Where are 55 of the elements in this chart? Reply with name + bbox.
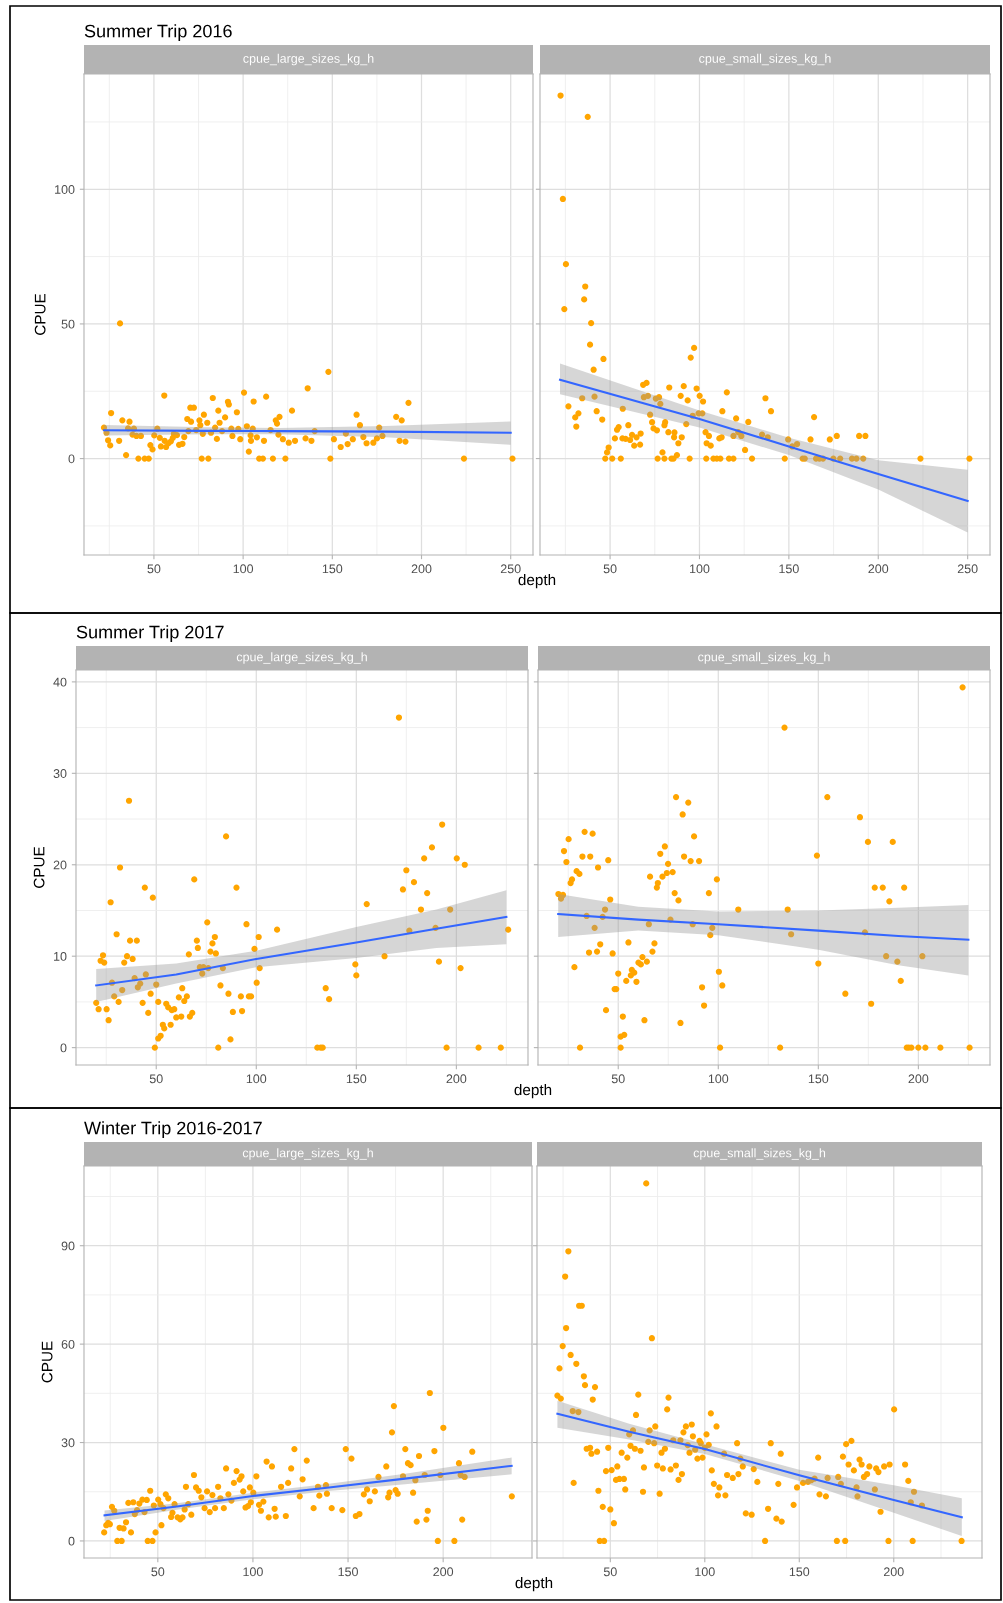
y-tick-label: 20 bbox=[53, 860, 67, 870]
x-tick-label: 200 bbox=[433, 1567, 454, 1577]
chart-subtitle: cpue_large_sizes_kg_h bbox=[243, 53, 374, 66]
y-tick-label: 0 bbox=[60, 1043, 67, 1053]
chart-subtitle: cpue_large_sizes_kg_h bbox=[242, 1148, 373, 1160]
x-tick-label: 100 bbox=[708, 1074, 729, 1084]
x-tick-label: 200 bbox=[868, 564, 889, 574]
x-axis-title: depth bbox=[514, 1084, 552, 1099]
y-tick-label: 60 bbox=[61, 1339, 75, 1349]
y-axis-title: CPUE bbox=[33, 846, 45, 888]
y-tick-label: 0 bbox=[68, 454, 75, 464]
y-tick-label: 30 bbox=[61, 1438, 75, 1448]
x-tick-label: 100 bbox=[695, 1567, 715, 1577]
x-tick-label: 50 bbox=[603, 1567, 617, 1577]
x-tick-label: 200 bbox=[908, 1074, 929, 1084]
line-series bbox=[95, 915, 508, 987]
x-tick-label: 250 bbox=[957, 564, 978, 574]
x-tick-label: 150 bbox=[789, 1567, 810, 1577]
y-tick-label: 90 bbox=[61, 1241, 75, 1251]
y-axis-title: CPUE bbox=[34, 293, 46, 335]
x-tick-label: 100 bbox=[246, 1074, 267, 1084]
x-tick-label: 100 bbox=[690, 564, 710, 574]
line-series bbox=[103, 1464, 513, 1517]
x-tick-label: 200 bbox=[411, 564, 432, 574]
x-tick-label: 50 bbox=[149, 1074, 163, 1084]
chart-title: Summer Trip 2017 bbox=[76, 625, 224, 642]
x-tick-label: 50 bbox=[147, 564, 161, 574]
x-tick-label: 100 bbox=[233, 564, 254, 574]
x-tick-label: 50 bbox=[603, 564, 617, 574]
x-axis-title: depth bbox=[518, 574, 556, 589]
x-tick-label: 150 bbox=[338, 1567, 358, 1577]
x-tick-label: 150 bbox=[322, 564, 343, 574]
x-axis-title: depth bbox=[515, 1577, 553, 1592]
x-tick-label: 50 bbox=[611, 1074, 625, 1084]
x-tick-label: 50 bbox=[151, 1567, 165, 1577]
x-tick-label: 250 bbox=[500, 564, 521, 574]
x-tick-label: 200 bbox=[883, 1567, 904, 1577]
chart-title: Winter Trip 2016-2017 bbox=[84, 1121, 262, 1138]
y-tick-label: 100 bbox=[55, 185, 75, 194]
y-tick-label: 40 bbox=[53, 677, 67, 687]
x-tick-label: 200 bbox=[446, 1074, 467, 1084]
x-tick-label: 150 bbox=[346, 1074, 367, 1084]
chart-subtitle: cpue_large_sizes_kg_h bbox=[236, 652, 367, 664]
y-tick-label: 10 bbox=[54, 951, 67, 961]
chart-subtitle: cpue_small_sizes_kg_h bbox=[693, 1148, 826, 1160]
y-tick-label: 0 bbox=[68, 1536, 75, 1546]
chart-subtitle: cpue_small_sizes_kg_h bbox=[698, 652, 830, 664]
chart-title: Summer Trip 2016 bbox=[84, 24, 232, 41]
x-tick-label: 150 bbox=[808, 1074, 829, 1084]
y-tick-label: 30 bbox=[53, 769, 67, 778]
x-tick-label: 150 bbox=[779, 564, 799, 574]
x-tick-label: 100 bbox=[243, 1567, 263, 1577]
y-axis-title: CPUE bbox=[41, 1341, 53, 1383]
y-tick-label: 50 bbox=[61, 319, 75, 329]
chart-subtitle: cpue_small_sizes_kg_h bbox=[699, 53, 831, 66]
